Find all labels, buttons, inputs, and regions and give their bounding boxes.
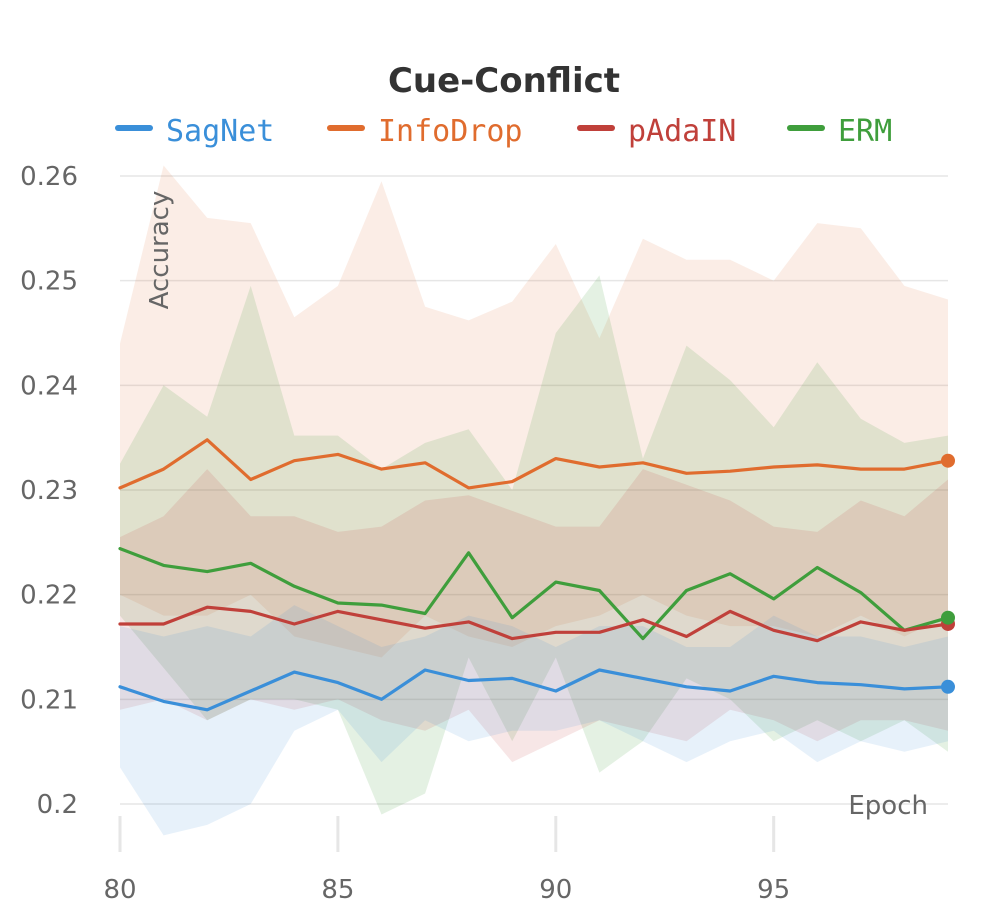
band-infodrop	[120, 165, 948, 658]
line-infodrop	[118, 438, 950, 490]
y-axis-label: Accuracy	[145, 191, 175, 310]
legend-item-erm[interactable]: ERM	[787, 114, 892, 149]
y-axis-ticks: 0.2 0.21 0.22 0.23 0.24 0.25 0.26	[20, 162, 78, 820]
y-tick-label: 0.21	[20, 685, 78, 715]
endpoint-erm	[941, 610, 955, 625]
chart-title: Cue-Conflict	[388, 61, 620, 101]
y-tick-label: 0.25	[20, 267, 78, 297]
x-tick-label: 85	[321, 875, 354, 905]
x-tick-label: 90	[539, 875, 572, 905]
y-tick-label: 0.22	[20, 581, 78, 611]
legend-item-infodrop[interactable]: InfoDrop	[327, 114, 523, 149]
legend-label: InfoDrop	[378, 114, 523, 149]
x-axis-ticks: 80 85 90 95	[103, 816, 790, 905]
confidence-bands	[120, 165, 948, 836]
legend-item-padain[interactable]: pAdaIN	[577, 114, 736, 149]
legend-label: pAdaIN	[628, 114, 736, 149]
y-tick-label: 0.23	[20, 476, 78, 506]
legend: SagNet InfoDrop pAdaIN ERM	[115, 114, 892, 149]
endpoint-infodrop	[941, 453, 955, 468]
band-sagnet	[120, 605, 948, 836]
legend-label: SagNet	[166, 114, 274, 149]
x-tick-label: 95	[757, 875, 790, 905]
y-tick-label: 0.24	[20, 371, 78, 401]
line-padain	[118, 605, 950, 643]
legend-item-sagnet[interactable]: SagNet	[115, 114, 274, 149]
y-tick-label: 0.26	[20, 162, 78, 192]
left-fade-overlay	[70, 160, 120, 820]
series-endpoints	[941, 453, 955, 694]
line-sagnet	[118, 668, 950, 712]
endpoint-sagnet	[941, 679, 955, 694]
x-tick-label: 80	[103, 875, 136, 905]
legend-label: ERM	[838, 114, 892, 149]
x-axis-label: Epoch	[848, 791, 928, 821]
series-lines	[118, 438, 950, 712]
y-tick-label: 0.2	[37, 790, 78, 820]
grid-lines	[120, 175, 948, 805]
line-erm	[118, 546, 950, 641]
